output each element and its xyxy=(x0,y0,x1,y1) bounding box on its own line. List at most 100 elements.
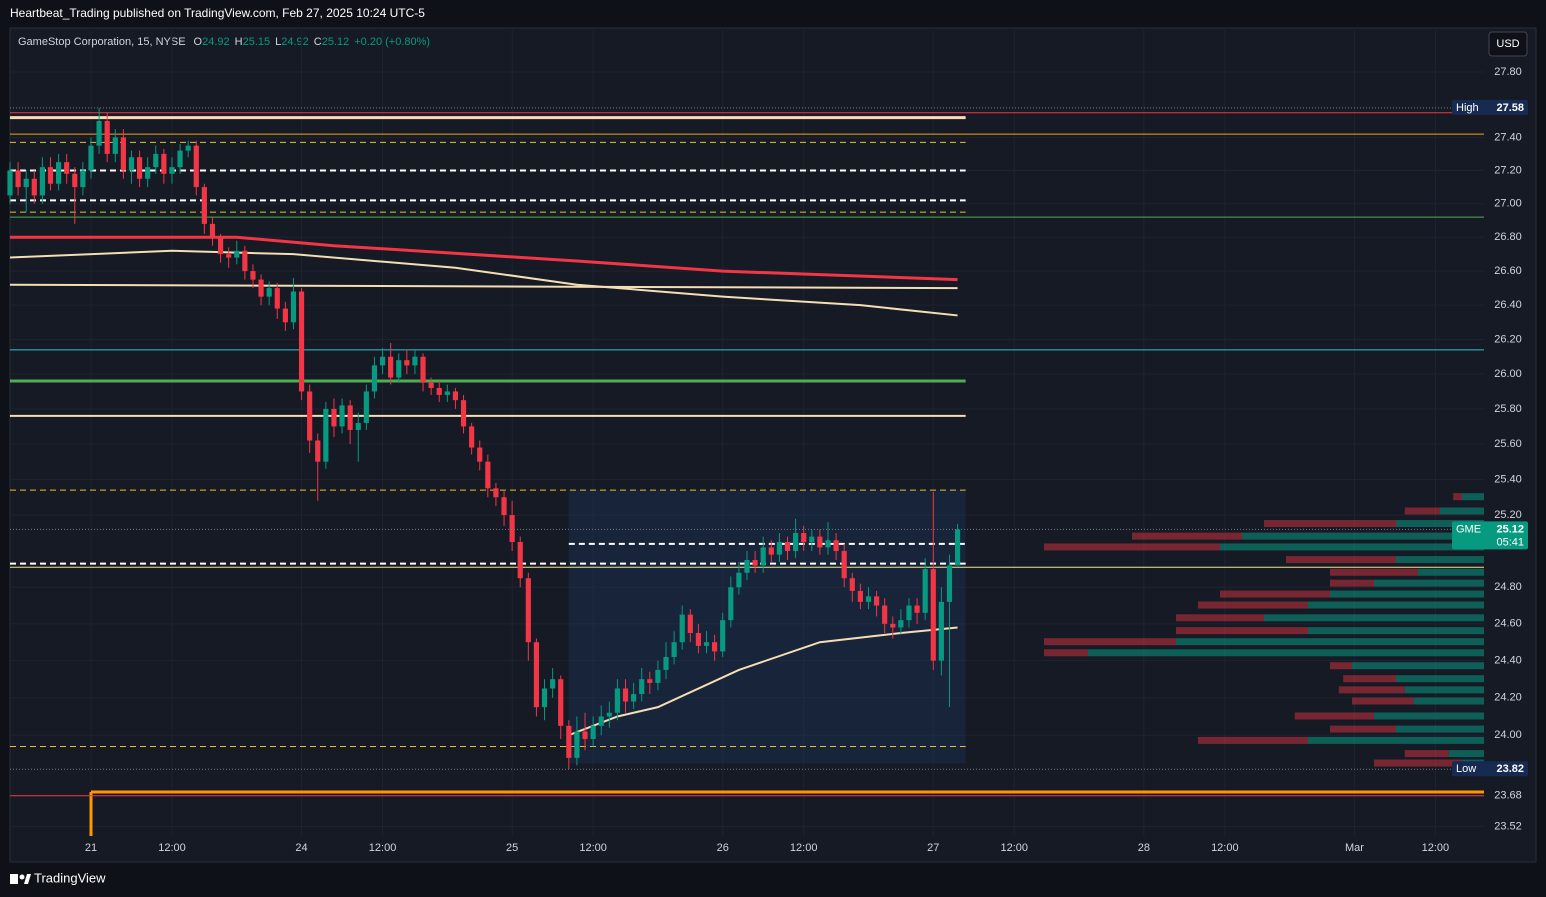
candle-body xyxy=(720,620,726,652)
profile-down xyxy=(1220,590,1330,598)
candle-body xyxy=(865,596,872,602)
legend-value: 25.12 xyxy=(322,36,350,48)
y-tick-label: 24.00 xyxy=(1494,729,1522,741)
price-label-time: 05:41 xyxy=(1496,536,1524,548)
candle-body xyxy=(493,488,499,498)
profile-down xyxy=(1198,736,1308,744)
candle-body xyxy=(541,688,548,708)
profile-down xyxy=(1374,759,1462,767)
profile-down xyxy=(1453,493,1462,501)
session-box xyxy=(568,490,966,764)
y-tick-label: 25.60 xyxy=(1494,438,1522,450)
candle-body xyxy=(258,279,264,297)
legend-key: L xyxy=(275,36,281,48)
candle-body xyxy=(169,167,175,174)
candle-body xyxy=(533,642,540,708)
candle-body xyxy=(954,529,961,566)
currency-button[interactable] xyxy=(1488,31,1528,57)
profile-up xyxy=(1308,627,1484,635)
candle-body xyxy=(217,237,224,255)
candle-body xyxy=(242,250,248,272)
y-tick-label: 26.00 xyxy=(1494,368,1522,380)
legend: GameStop Corporation, 15, NYSE O24.92 H25.… xyxy=(18,36,430,48)
candle-body xyxy=(622,688,629,702)
x-tick-label: 21 xyxy=(85,842,97,854)
candle-body xyxy=(339,405,345,427)
x-tick-label: 26 xyxy=(717,842,729,854)
candle-body xyxy=(226,254,232,258)
profile-up xyxy=(1352,662,1484,670)
candle-body xyxy=(485,461,491,489)
candle-body xyxy=(517,542,523,579)
candle-body xyxy=(833,540,839,552)
candle-body xyxy=(120,137,126,171)
candle-body xyxy=(404,360,410,366)
legend-value: 24.92 xyxy=(281,36,309,48)
price-label-value: 27.58 xyxy=(1496,102,1524,114)
candle-body xyxy=(882,605,888,624)
profile-up xyxy=(1396,675,1484,683)
currency: USD xyxy=(1496,38,1519,50)
candle-body xyxy=(582,731,588,739)
candle-body xyxy=(550,679,556,689)
price-label-box xyxy=(1452,99,1528,115)
x-tick-label: 12:00 xyxy=(369,842,397,854)
candle-body xyxy=(857,590,863,602)
profile-up xyxy=(1396,556,1484,564)
candle-body xyxy=(355,422,361,430)
candle-body xyxy=(752,560,758,566)
publish-line: Heartbeat_Trading published on TradingVi… xyxy=(10,6,425,20)
profile-down xyxy=(1330,579,1374,587)
candle-body xyxy=(80,170,86,188)
candle-body xyxy=(145,167,151,179)
candle-body xyxy=(193,145,199,188)
candle-body xyxy=(307,391,313,441)
candle-body xyxy=(639,679,645,695)
candle-body xyxy=(631,694,637,702)
x-tick-label: 28 xyxy=(1138,842,1150,854)
profile-up xyxy=(1413,697,1484,705)
candle-body xyxy=(501,497,507,516)
profile-up xyxy=(1220,543,1484,551)
profile-down xyxy=(1294,712,1374,720)
price-label-value: 25.12 xyxy=(1496,523,1524,535)
candle-body xyxy=(663,656,669,670)
x-tick-label: 12:00 xyxy=(1000,842,1028,854)
candle-body xyxy=(315,440,321,462)
candle-body xyxy=(598,716,604,726)
x-tick-label: 27 xyxy=(927,842,939,854)
candle-body xyxy=(274,288,280,309)
profile-down xyxy=(1044,649,1088,657)
candle-body xyxy=(15,170,21,188)
candle-body xyxy=(201,187,207,224)
candle-body xyxy=(890,623,896,628)
candle-body xyxy=(776,542,782,555)
profile-down xyxy=(1044,638,1176,646)
profile-down xyxy=(1176,627,1308,635)
candle-body xyxy=(436,387,442,395)
candle-body xyxy=(655,669,661,683)
candle-body xyxy=(793,533,799,552)
candle-body xyxy=(452,391,459,401)
candle-body xyxy=(136,157,143,179)
candle-body xyxy=(946,565,953,602)
candle-body xyxy=(323,408,329,462)
candle-body xyxy=(444,391,450,395)
profile-down xyxy=(1264,520,1396,528)
candle-body xyxy=(23,178,29,188)
candle-body xyxy=(331,408,337,427)
profile-up xyxy=(1396,520,1484,528)
profile-up xyxy=(1440,507,1484,515)
profile-up xyxy=(1448,750,1484,758)
candle-body xyxy=(784,542,791,552)
candle-body xyxy=(566,725,572,758)
candle-body xyxy=(695,632,701,646)
candle-body xyxy=(153,153,159,168)
candle-body xyxy=(388,356,394,378)
profile-up xyxy=(1396,725,1484,733)
profile-down xyxy=(1198,601,1308,609)
candle-body xyxy=(298,291,305,392)
x-tick-label: 12:00 xyxy=(158,842,186,854)
candle-body xyxy=(128,157,135,171)
